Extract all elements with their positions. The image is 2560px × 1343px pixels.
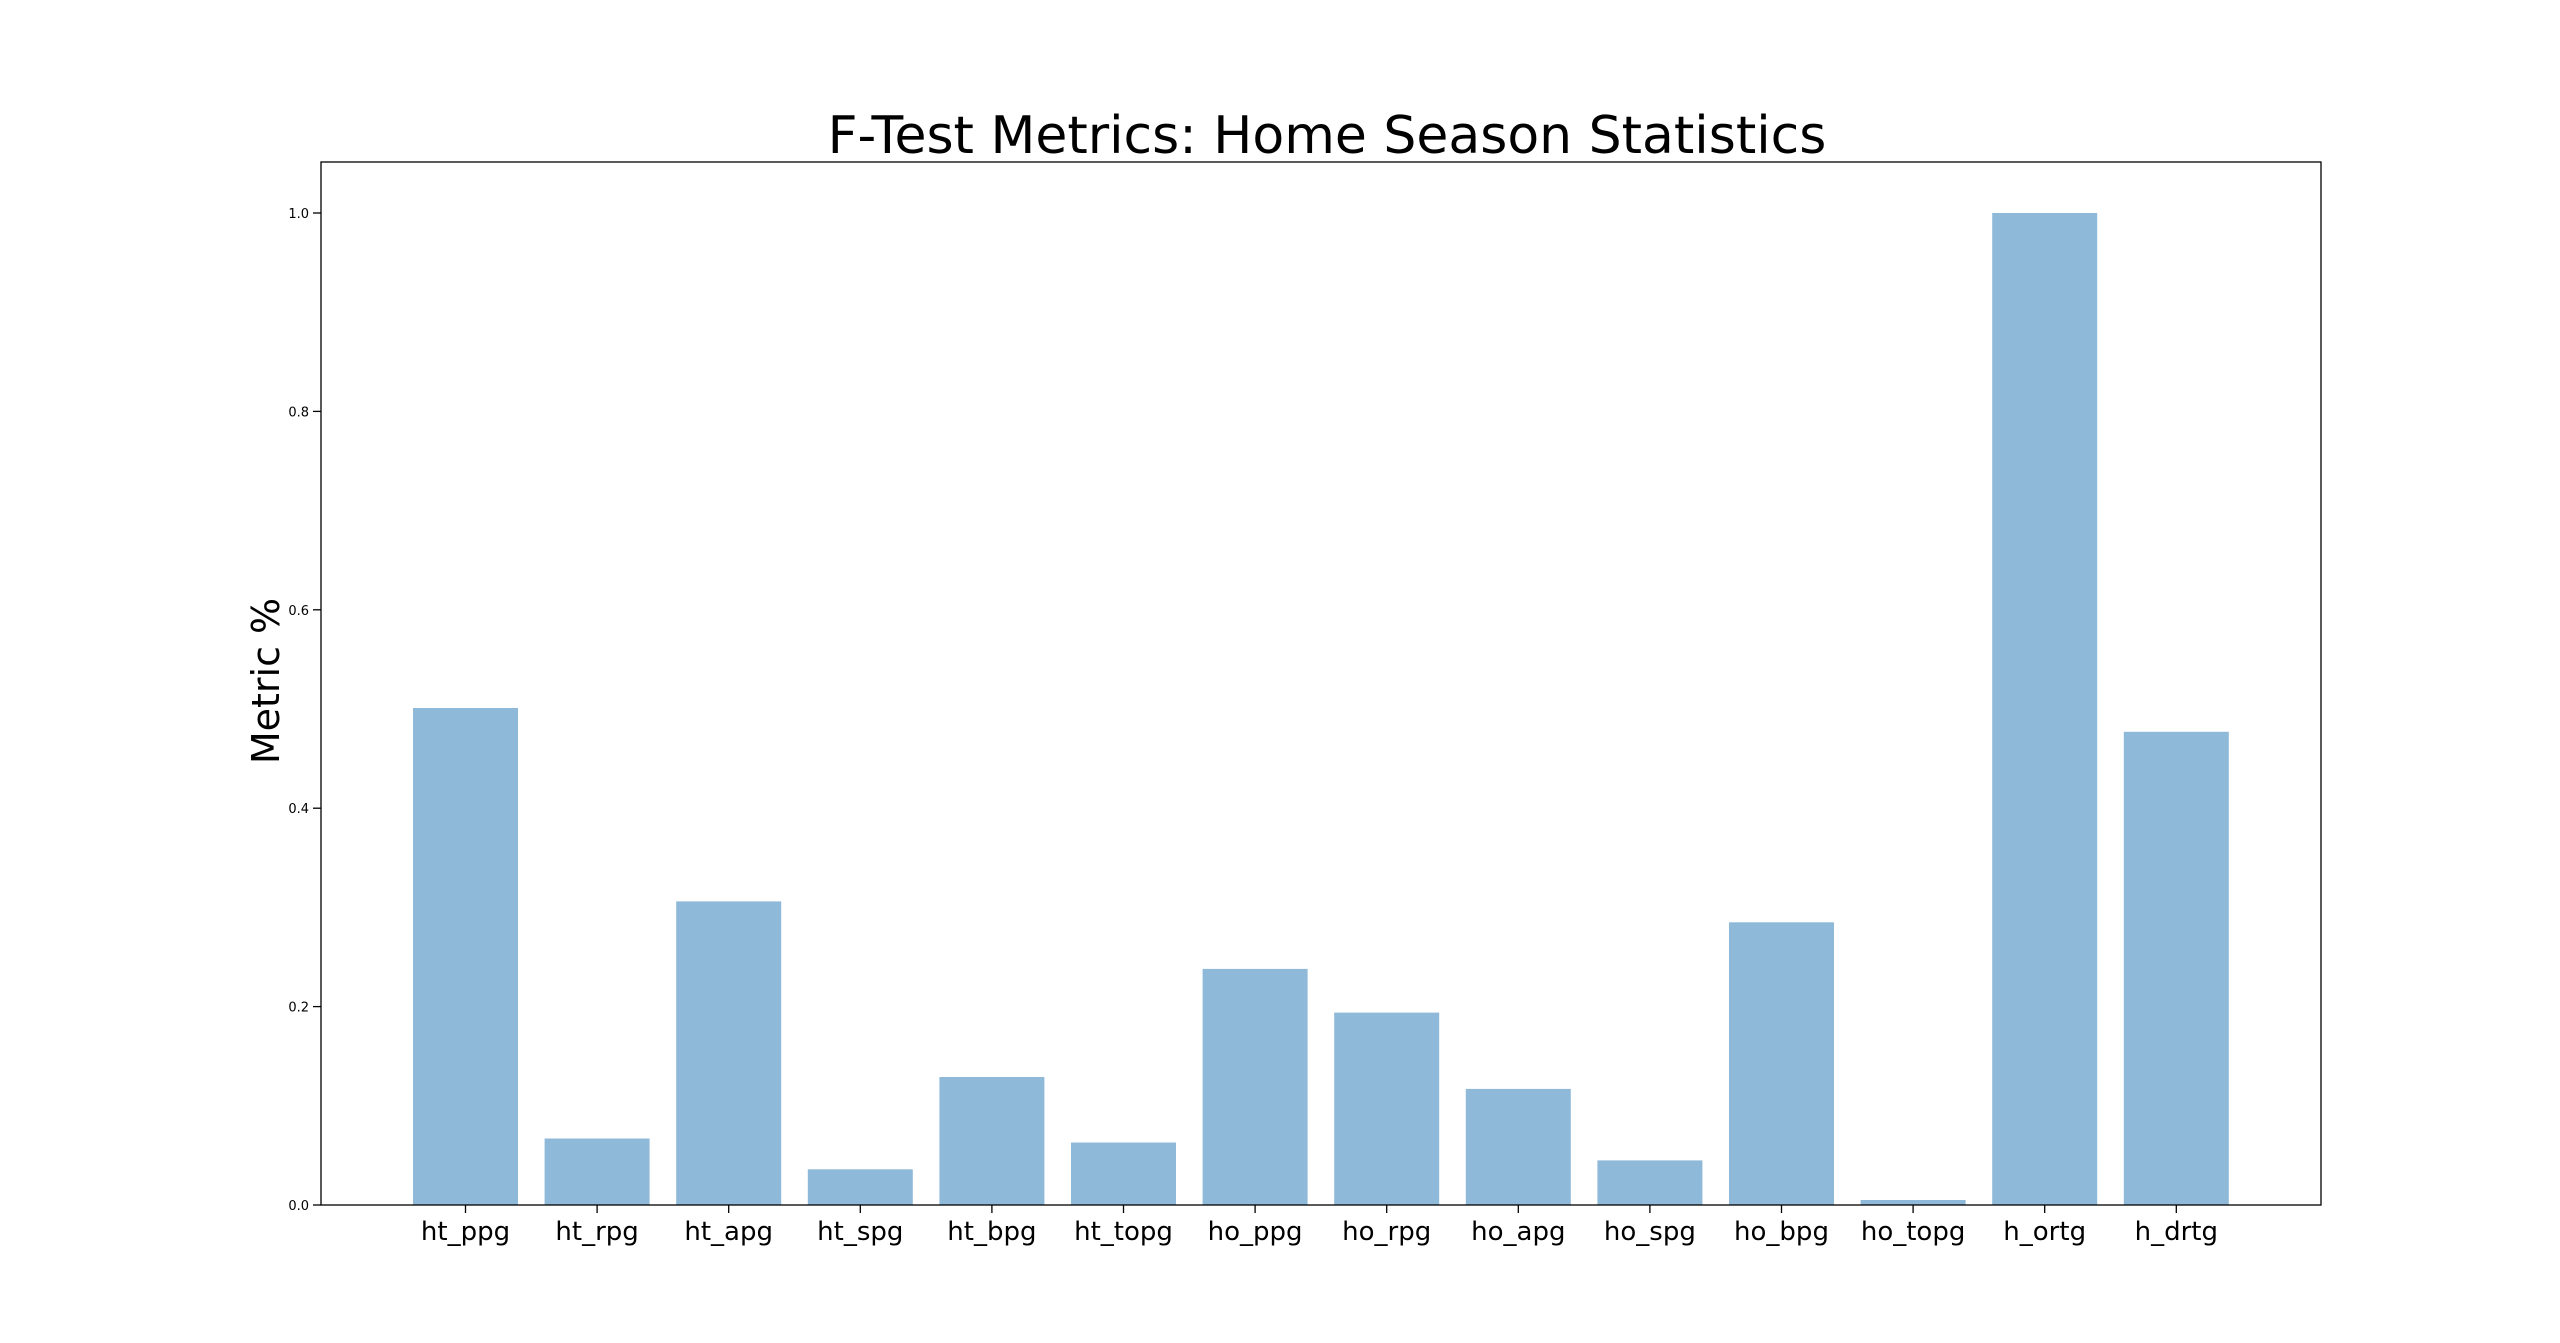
bar-ht-rpg <box>544 1138 650 1205</box>
y-tick-label: 0.8 <box>288 405 309 420</box>
x-tick-label: ht_topg <box>1074 1217 1173 1247</box>
x-tick-label: ht_ppg <box>421 1217 510 1247</box>
bar-ht-apg <box>676 901 782 1205</box>
y-tick-label: 1.0 <box>288 207 309 222</box>
y-tick-label: 0.0 <box>288 1199 309 1214</box>
chart-title: F-Test Metrics: Home Season Statistics <box>828 106 1827 166</box>
x-tick-label: ht_apg <box>684 1217 773 1247</box>
bar-ho-rpg <box>1334 1012 1440 1205</box>
y-tick-label: 0.6 <box>288 604 309 619</box>
bar-ho-apg <box>1465 1088 1571 1205</box>
x-tick-label: ho_rpg <box>1342 1217 1431 1247</box>
x-tick-label: ho_spg <box>1604 1217 1696 1247</box>
bar-ho-topg <box>1860 1200 1966 1205</box>
x-tick-label: ht_spg <box>817 1217 903 1247</box>
bar-ht-topg <box>1071 1142 1176 1205</box>
y-tick-label: 0.4 <box>288 802 309 817</box>
x-axis-ticks: ht_ppg ht_rpg ht_apg ht_spg ht_bpg ht_topg ho_… <box>421 1205 2218 1247</box>
x-tick-label: ht_rpg <box>555 1217 638 1247</box>
y-tick-label: 0.2 <box>288 1001 309 1016</box>
x-tick-label: ho_topg <box>1861 1217 1966 1247</box>
y-axis-label: Metric % <box>244 598 288 764</box>
x-tick-label: ht_bpg <box>947 1217 1036 1247</box>
bar-ht-ppg <box>413 708 518 1205</box>
bar-ho-ppg <box>1202 968 1308 1205</box>
x-tick-label: ho_ppg <box>1208 1217 1303 1247</box>
x-tick-label: ho_apg <box>1471 1217 1565 1247</box>
x-tick-label: h_ortg <box>2003 1217 2086 1247</box>
bars-group <box>413 213 2229 1205</box>
x-tick-label: h_drtg <box>2135 1217 2218 1247</box>
bar-ho-bpg <box>1729 922 1834 1205</box>
y-axis-ticks: 0.0 0.2 0.4 0.6 0.8 1.0 <box>288 207 321 1214</box>
bar-ht-bpg <box>939 1077 1045 1205</box>
bar-ho-spg <box>1597 1160 1703 1205</box>
plot-frame <box>320 161 2322 1206</box>
bar-h-ortg <box>1992 213 2098 1205</box>
bar-ht-spg <box>807 1169 913 1205</box>
x-tick-label: ho_bpg <box>1734 1217 1829 1247</box>
bar-h-drtg <box>2123 731 2229 1205</box>
